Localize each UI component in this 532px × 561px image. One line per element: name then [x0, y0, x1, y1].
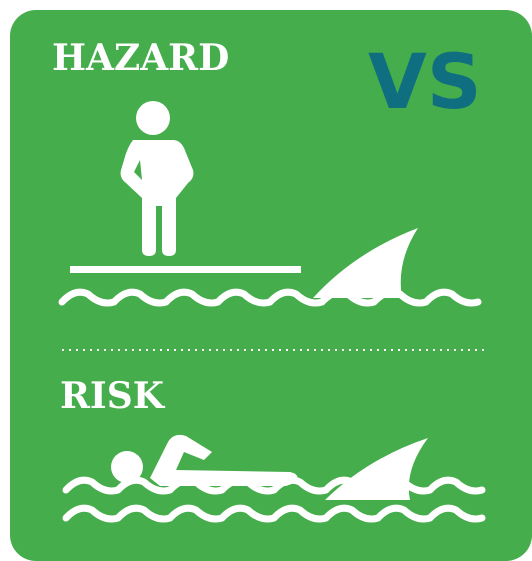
wave-line — [62, 476, 486, 495]
vs-label: VS — [368, 37, 482, 126]
swimmer — [111, 434, 298, 486]
wave-line — [62, 504, 486, 523]
plank — [70, 266, 301, 273]
hazard-label: HAZARD — [52, 37, 229, 79]
wave-line — [58, 288, 482, 307]
shark-fin — [313, 228, 418, 298]
standing-person — [120, 101, 194, 256]
risk-label: RISK — [60, 375, 166, 417]
